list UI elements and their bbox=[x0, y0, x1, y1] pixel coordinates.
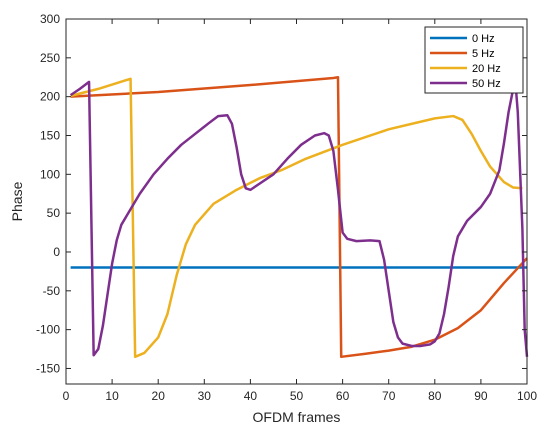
y-tick-label: 100 bbox=[40, 167, 60, 181]
x-tick-label: 80 bbox=[428, 389, 442, 403]
x-axis-label: OFDM frames bbox=[253, 409, 341, 425]
legend-label: 0 Hz bbox=[472, 33, 495, 45]
x-axis-ticks: 0 10 20 30 40 50 60 70 80 90 100 bbox=[63, 19, 537, 403]
y-tick-label: 50 bbox=[47, 206, 61, 220]
series-line-20-hz bbox=[70, 77, 523, 359]
x-tick-label: 30 bbox=[198, 389, 212, 403]
x-tick-label: 0 bbox=[63, 389, 70, 403]
y-tick-label: 300 bbox=[40, 12, 60, 26]
y-tick-label: -50 bbox=[43, 284, 61, 298]
series-line-5-hz bbox=[70, 75, 528, 359]
x-tick-label: 50 bbox=[290, 389, 304, 403]
legend-label: 20 Hz bbox=[472, 63, 501, 75]
x-tick-label: 60 bbox=[336, 389, 350, 403]
x-tick-label: 90 bbox=[474, 389, 488, 403]
legend: 0 Hz 5 Hz 20 Hz 50 Hz bbox=[424, 26, 524, 94]
y-tick-label: -150 bbox=[36, 361, 60, 375]
legend-label: 50 Hz bbox=[472, 78, 501, 90]
x-tick-label: 100 bbox=[517, 389, 537, 403]
y-tick-label: 150 bbox=[40, 128, 60, 142]
y-tick-label: 200 bbox=[40, 90, 60, 104]
y-tick-label: -100 bbox=[36, 323, 60, 337]
x-tick-label: 20 bbox=[152, 389, 166, 403]
legend-label: 5 Hz bbox=[472, 48, 495, 60]
x-tick-label: 70 bbox=[382, 389, 396, 403]
y-tick-label: 250 bbox=[40, 51, 60, 65]
y-axis-ticks: -150 -100 -50 0 50 100 150 200 250 300 bbox=[36, 12, 527, 375]
x-tick-label: 40 bbox=[244, 389, 258, 403]
y-axis-label: Phase bbox=[9, 181, 25, 221]
series-line-50-hz bbox=[69, 80, 529, 357]
x-tick-label: 10 bbox=[105, 389, 119, 403]
series-layer bbox=[69, 75, 529, 359]
y-tick-label: 0 bbox=[53, 245, 60, 259]
